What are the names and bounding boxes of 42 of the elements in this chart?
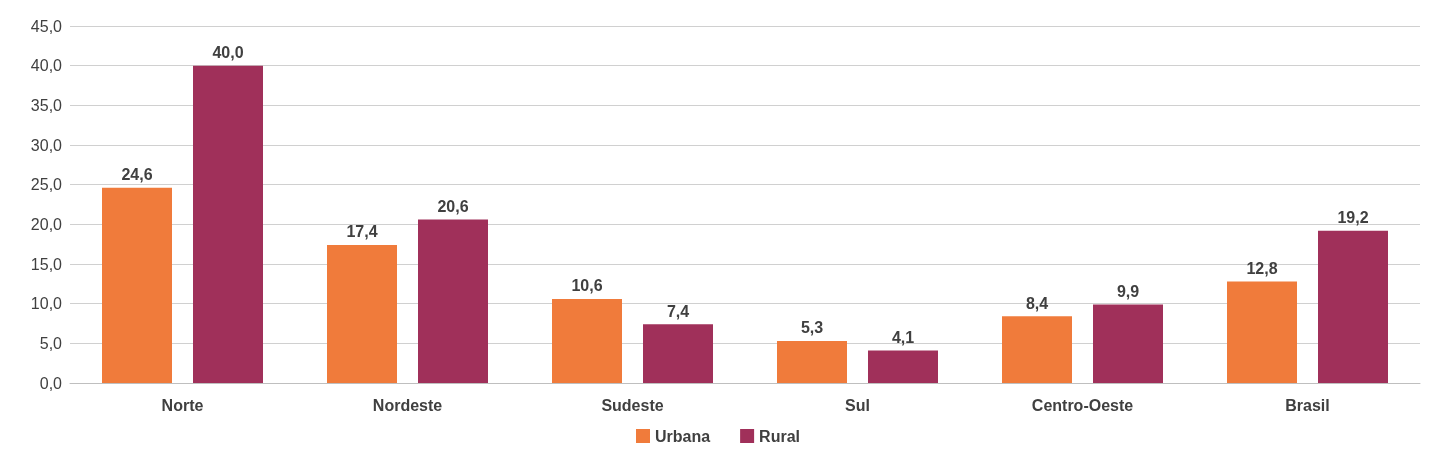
- data-label: 17,4: [346, 223, 378, 241]
- data-label: 9,9: [1116, 282, 1140, 300]
- bar: [552, 298, 622, 383]
- y-tick-label: 20,0: [30, 215, 63, 233]
- x-tick-label: Norte: [161, 396, 204, 414]
- y-tick-label: 45,0: [30, 17, 63, 35]
- x-tick-label: Sul: [845, 396, 870, 414]
- bar: [1093, 304, 1163, 383]
- bar: [643, 324, 713, 383]
- data-label: 8,4: [1025, 294, 1049, 312]
- bar: [777, 340, 847, 383]
- x-tick-label: Nordeste: [372, 396, 443, 414]
- bar: [868, 350, 938, 383]
- bar: [418, 219, 488, 383]
- data-label: 12,8: [1246, 259, 1278, 277]
- data-label: 4,1: [891, 328, 915, 346]
- bar: [193, 65, 263, 383]
- legend-label: Rural: [759, 427, 801, 445]
- y-tick-label: 10,0: [30, 295, 63, 313]
- bar: [327, 244, 397, 383]
- y-tick-label: 30,0: [30, 136, 63, 154]
- bar: [1318, 230, 1388, 383]
- legend-label: Urbana: [654, 427, 711, 445]
- y-tick-label: 0,0: [39, 374, 63, 392]
- y-tick-label: 35,0: [30, 96, 63, 114]
- y-tick-label: 40,0: [30, 57, 63, 75]
- data-label: 24,6: [121, 166, 153, 184]
- y-tick-label: 5,0: [39, 334, 63, 352]
- bar: [1227, 281, 1297, 383]
- y-tick-label: 25,0: [30, 176, 63, 194]
- data-label: 10,6: [571, 277, 603, 295]
- bar: [1002, 316, 1072, 383]
- data-label: 40,0: [212, 44, 244, 62]
- x-tick-label: Sudeste: [601, 396, 664, 414]
- bar: [102, 187, 172, 383]
- data-label: 19,2: [1337, 209, 1369, 227]
- x-tick-label: Brasil: [1285, 396, 1330, 414]
- y-tick-label: 15,0: [30, 255, 63, 273]
- data-label: 7,4: [666, 302, 690, 320]
- x-tick-label: Centro-Oeste: [1031, 396, 1134, 414]
- data-label: 20,6: [437, 198, 469, 216]
- data-label: 5,3: [800, 319, 824, 337]
